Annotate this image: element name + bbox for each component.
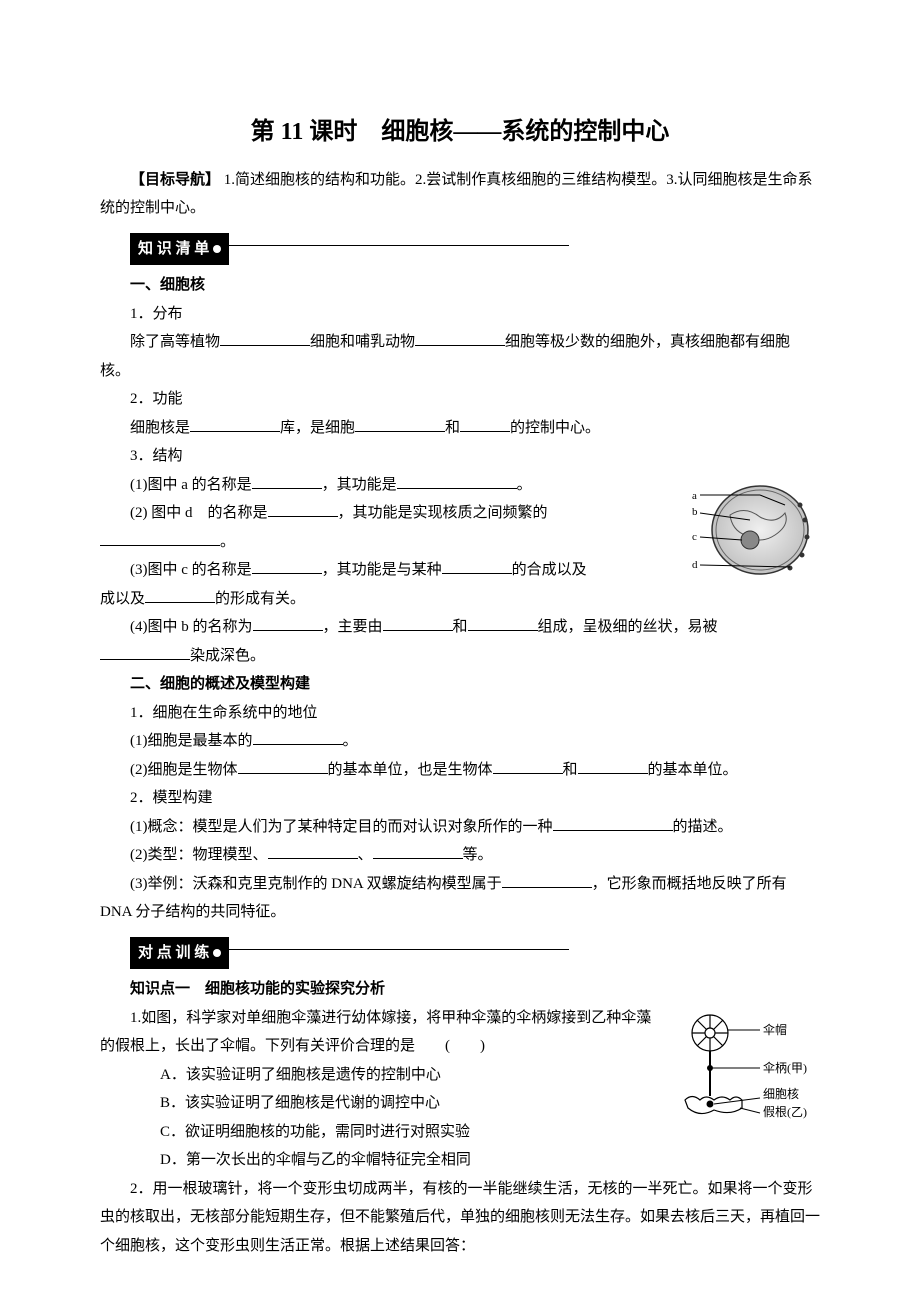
objectives-label: 【目标导航】: [130, 172, 220, 188]
item-1-3: 3．结构: [100, 442, 820, 471]
page-title: 第 11 课时 细胞核——系统的控制中心: [100, 110, 820, 156]
section-header-practice: 对 点 训 练: [100, 927, 820, 976]
section-header-knowledge: 知 识 清 单: [100, 223, 820, 272]
item-1-1: 1．分布: [100, 300, 820, 329]
svg-text:d: d: [692, 559, 698, 571]
struct-4b: 染成深色。: [100, 642, 820, 671]
svg-text:c: c: [692, 531, 697, 543]
item-2-2-1: (1)概念：模型是人们为了某种特定目的而对认识对象所作的一种的描述。: [100, 813, 820, 842]
heading-two: 二、细胞的概述及模型构建: [100, 670, 820, 699]
svg-text:细胞核: 细胞核: [763, 1087, 799, 1101]
practice-tag: 对 点 训 练: [130, 937, 229, 970]
svg-text:假根(乙): 假根(乙): [763, 1105, 807, 1119]
item-2-2-3: (3)举例：沃森和克里克制作的 DNA 双螺旋结构模型属于，它形象而概括地反映了…: [100, 870, 820, 927]
heading-one: 一、细胞核: [100, 271, 820, 300]
svg-text:a: a: [692, 490, 697, 502]
item-1-2: 2．功能: [100, 385, 820, 414]
item-2-2: 2．模型构建: [100, 784, 820, 813]
knowledge-list-tag: 知 识 清 单: [130, 233, 229, 266]
func-line: 细胞核是库，是细胞和的控制中心。: [100, 414, 820, 443]
objectives-paragraph: 【目标导航】 1.简述细胞核的结构和功能。2.尝试制作真核细胞的三维结构模型。3…: [100, 166, 820, 223]
item-2-2-2: (2)类型：物理模型、、等。: [100, 841, 820, 870]
dist-line: 除了高等植物细胞和哺乳动物细胞等极少数的细胞外，真核细胞都有细胞核。: [100, 328, 820, 385]
question-2: 2．用一根玻璃针，将一个变形虫切成两半，有核的一半能继续生活，无核的一半死亡。如…: [100, 1175, 820, 1261]
item-2-1: 1．细胞在生命系统中的地位: [100, 699, 820, 728]
nucleus-diagram: a b c d: [690, 475, 820, 596]
item-2-1-1: (1)细胞是最基本的。: [100, 727, 820, 756]
struct-4: (4)图中 b 的名称为，主要由和组成，呈极细的丝状，易被: [100, 613, 820, 642]
knowledge-point-1: 知识点一 细胞核功能的实验探究分析: [100, 975, 820, 1004]
option-1d: D．第一次长出的伞帽与乙的伞帽特征完全相同: [100, 1146, 820, 1175]
item-2-1-2: (2)细胞是生物体的基本单位，也是生物体和的基本单位。: [100, 756, 820, 785]
umbrella-diagram: 伞帽 伞柄(甲) 细胞核 假根(乙): [670, 1008, 820, 1139]
svg-text:伞柄(甲): 伞柄(甲): [763, 1060, 807, 1075]
svg-text:伞帽: 伞帽: [763, 1022, 787, 1037]
svg-text:b: b: [692, 506, 698, 518]
